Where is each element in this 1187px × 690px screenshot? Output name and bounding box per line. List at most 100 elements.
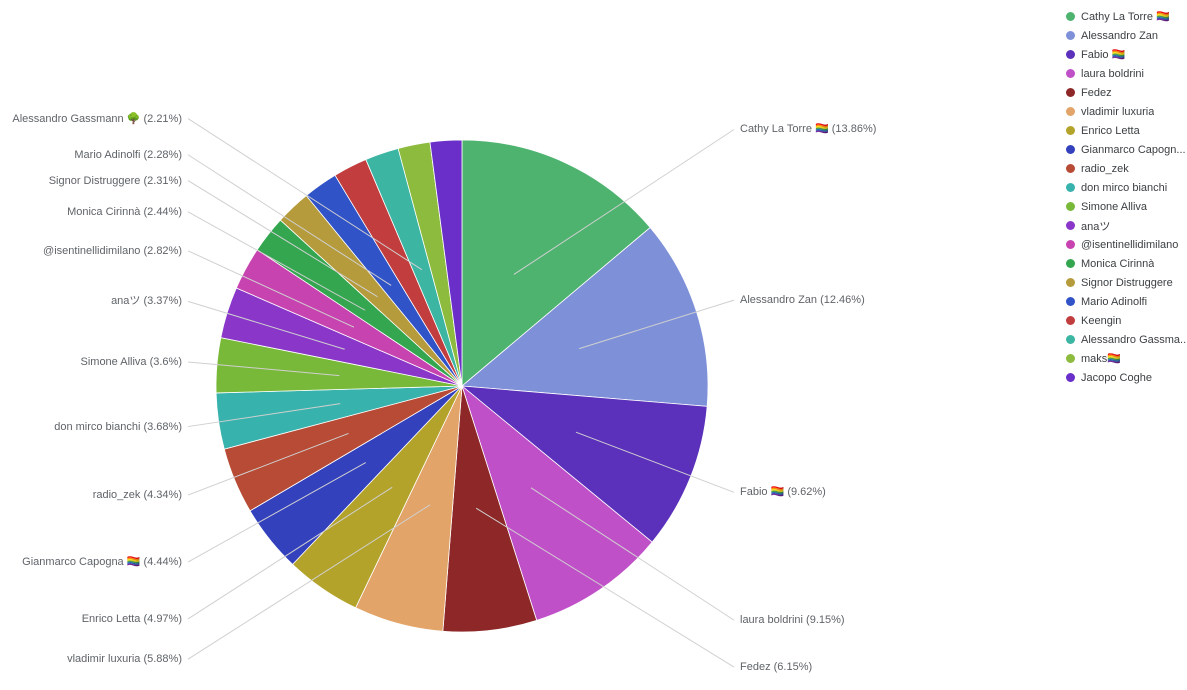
legend-item-label: Keengin bbox=[1081, 314, 1122, 327]
leader-line-5 bbox=[187, 504, 431, 660]
leader-line-3 bbox=[530, 487, 735, 621]
legend-item-label: Fabio 🏳️‍🌈 bbox=[1081, 49, 1126, 61]
legend-item-label: Signor Distruggere bbox=[1081, 276, 1173, 289]
legend-item-1[interactable]: Alessandro Zan bbox=[1066, 26, 1187, 45]
legend-item-15[interactable]: Mario Adinolfi bbox=[1066, 292, 1187, 311]
pie-slice-3[interactable] bbox=[461, 384, 653, 621]
slice-callout-label: vladimir luxuria (5.88%) bbox=[67, 653, 182, 665]
legend-item-label: Jacopo Coghe bbox=[1081, 371, 1152, 384]
legend-item-label: Cathy La Torre 🏳️‍🌈 bbox=[1081, 11, 1170, 23]
legend-item-label: Alessandro Zan bbox=[1081, 29, 1159, 42]
legend-item-label: Simone Alliva bbox=[1081, 200, 1148, 213]
legend-color-dot bbox=[1066, 259, 1075, 268]
legend-item-label: Fedez bbox=[1081, 86, 1112, 99]
legend-color-dot bbox=[1066, 335, 1075, 344]
legend-item-16[interactable]: Keengin bbox=[1066, 311, 1187, 330]
legend-color-dot bbox=[1066, 202, 1075, 211]
legend-color-dot bbox=[1066, 69, 1075, 78]
pie-slice-2[interactable] bbox=[460, 385, 708, 543]
slice-callout-label: Mario Adinolfi (2.28%) bbox=[74, 149, 182, 161]
legend-color-dot bbox=[1066, 164, 1075, 173]
legend-item-0[interactable]: Cathy La Torre 🏳️‍🌈 bbox=[1066, 7, 1187, 26]
legend-item-3[interactable]: laura boldrini bbox=[1066, 64, 1187, 83]
legend-item-label: Monica Cirinnà bbox=[1081, 257, 1155, 270]
slice-callout-label: Alessandro Zan (12.46%) bbox=[740, 294, 865, 306]
legend-item-4[interactable]: Fedez bbox=[1066, 83, 1187, 102]
slice-callout-label: anaツ (3.37%) bbox=[111, 295, 182, 307]
leader-line-11 bbox=[187, 300, 345, 350]
leader-line-15 bbox=[187, 154, 392, 286]
legend-item-10[interactable]: Simone Alliva bbox=[1066, 197, 1187, 216]
legend-item-label: radio_zek bbox=[1081, 162, 1129, 175]
legend-item-label: anaツ bbox=[1081, 220, 1111, 233]
legend-item-14[interactable]: Signor Distruggere bbox=[1066, 273, 1187, 292]
leader-line-14 bbox=[187, 180, 378, 298]
legend-item-7[interactable]: Gianmarco Capogn... bbox=[1066, 140, 1187, 159]
legend-color-dot bbox=[1066, 316, 1075, 325]
legend-item-11[interactable]: anaツ bbox=[1066, 216, 1187, 235]
legend-item-label: @isentinellidimilano bbox=[1081, 238, 1179, 251]
legend-color-dot bbox=[1066, 12, 1075, 21]
legend-item-label: don mirco bianchi bbox=[1081, 181, 1168, 194]
legend-item-label: Enrico Letta bbox=[1081, 124, 1140, 137]
slice-callout-label: Simone Alliva (3.6%) bbox=[80, 356, 183, 368]
legend-item-13[interactable]: Monica Cirinnà bbox=[1066, 254, 1187, 273]
leader-line-12 bbox=[187, 250, 355, 328]
legend-item-label: Alessandro Gassma... bbox=[1081, 333, 1187, 346]
legend-item-6[interactable]: Enrico Letta bbox=[1066, 121, 1187, 140]
slice-callout-label: Monica Cirinnà (2.44%) bbox=[67, 206, 182, 218]
legend-item-17[interactable]: Alessandro Gassma... bbox=[1066, 330, 1187, 349]
pie-slice-1[interactable] bbox=[461, 226, 709, 407]
leader-line-4 bbox=[475, 507, 735, 668]
leader-line-13 bbox=[187, 211, 366, 311]
legend-item-18[interactable]: maks🏳️‍🌈 bbox=[1066, 349, 1187, 368]
slice-callout-label: don mirco bianchi (3.68%) bbox=[54, 421, 182, 433]
slice-callout-label: laura boldrini (9.15%) bbox=[740, 614, 845, 626]
legend-color-dot bbox=[1066, 354, 1075, 363]
legend-color-dot bbox=[1066, 50, 1075, 59]
legend-color-dot bbox=[1066, 145, 1075, 154]
legend-item-12[interactable]: @isentinellidimilano bbox=[1066, 235, 1187, 254]
legend-color-dot bbox=[1066, 240, 1075, 249]
legend-color-dot bbox=[1066, 373, 1075, 382]
leader-line-6 bbox=[187, 486, 393, 620]
legend-color-dot bbox=[1066, 88, 1075, 97]
legend-color-dot bbox=[1066, 221, 1075, 230]
legend-item-label: maks🏳️‍🌈 bbox=[1081, 353, 1121, 365]
legend-color-dot bbox=[1066, 107, 1075, 116]
leader-line-9 bbox=[187, 403, 341, 428]
slice-callout-label: Fabio 🏳️‍🌈 (9.62%) bbox=[740, 486, 826, 498]
leader-line-7 bbox=[187, 462, 366, 563]
leader-line-2 bbox=[575, 431, 735, 493]
leader-line-1 bbox=[579, 299, 735, 350]
legend-item-9[interactable]: don mirco bianchi bbox=[1066, 178, 1187, 197]
legend-item-label: laura boldrini bbox=[1081, 67, 1144, 80]
slice-callout-label: Fedez (6.15%) bbox=[740, 661, 813, 673]
legend-color-dot bbox=[1066, 126, 1075, 135]
leader-lines-group bbox=[187, 118, 735, 668]
slice-callout-label: radio_zek (4.34%) bbox=[92, 489, 182, 501]
legend-item-label: vladimir luxuria bbox=[1081, 105, 1155, 118]
slice-callout-label: Cathy La Torre 🏳️‍🌈 (13.86%) bbox=[740, 123, 877, 135]
slice-callout-label: Gianmarco Capogna 🏳️‍🌈 (4.44%) bbox=[22, 556, 182, 568]
slice-callout-label: Alessandro Gassmann 🌳 (2.21%) bbox=[12, 113, 182, 125]
leader-line-0 bbox=[513, 129, 735, 275]
legend-item-2[interactable]: Fabio 🏳️‍🌈 bbox=[1066, 45, 1187, 64]
chart-legend: Cathy La Torre 🏳️‍🌈 Alessandro Zan Fabio 🏳… bbox=[1066, 7, 1187, 387]
legend-item-label: Mario Adinolfi bbox=[1081, 295, 1148, 308]
slice-callout-label: @isentinellidimilano (2.82%) bbox=[43, 245, 182, 257]
legend-item-label: Gianmarco Capogn... bbox=[1081, 143, 1186, 156]
legend-color-dot bbox=[1066, 31, 1075, 40]
legend-color-dot bbox=[1066, 183, 1075, 192]
leader-line-17 bbox=[187, 118, 423, 271]
legend-item-8[interactable]: radio_zek bbox=[1066, 159, 1187, 178]
leader-line-10 bbox=[187, 361, 340, 377]
legend-item-19[interactable]: Jacopo Coghe bbox=[1066, 368, 1187, 387]
pie-slice-0[interactable] bbox=[461, 139, 651, 387]
legend-item-5[interactable]: vladimir luxuria bbox=[1066, 102, 1187, 121]
pie-slice-19[interactable] bbox=[429, 139, 463, 387]
slice-callout-label: Enrico Letta (4.97%) bbox=[81, 613, 182, 625]
pie-slices-group bbox=[215, 139, 709, 633]
